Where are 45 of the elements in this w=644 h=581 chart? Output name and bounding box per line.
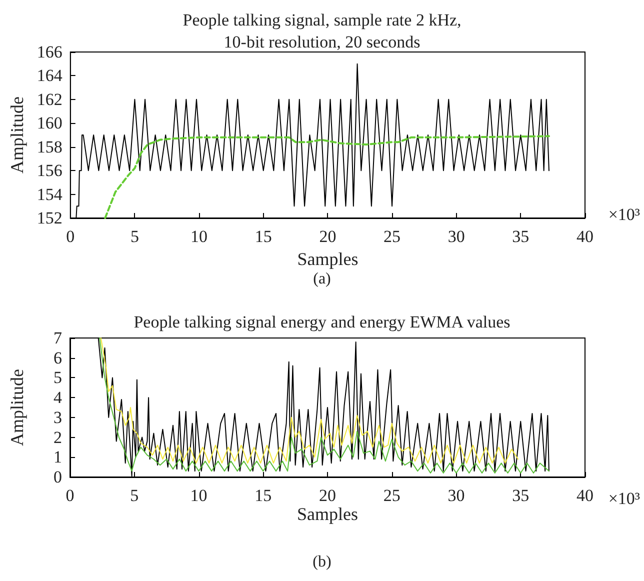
x-axis-title: Samples [297,248,358,269]
x-tick-label: 35 [512,227,530,246]
y-tick-label: 4 [54,388,62,408]
x-tick-label: 30 [448,227,465,246]
x-tick-label: 30 [448,486,465,505]
x-tick-label: 40 [576,227,594,246]
x-axis-title: Samples [297,504,358,524]
x-tick-label: 5 [130,486,139,505]
y-tick-label: 152 [36,208,62,228]
chart-title: People talking signal energy and energy EWMA values [134,312,510,332]
y-tick-label: 2 [54,428,62,447]
x-tick-label: 10 [190,486,208,505]
x-tick-label: 15 [254,227,272,246]
y-tick-label: 166 [36,42,62,62]
y-tick-label: 154 [36,184,63,204]
text: ×10³ [608,205,640,224]
y-tick-label: 5 [54,368,62,388]
y-tick-label: 7 [54,328,62,348]
x-tick-label: 0 [66,486,74,505]
x-tick-label: 0 [66,227,75,246]
line-series [104,135,550,219]
y-tick-label: 6 [54,348,62,368]
chart-title: People talking signal, sample rate 2 kHz, 10-bit resolution, 20 seconds [182,10,462,52]
y-axis-title: Amplitude [7,96,27,174]
y-tick-label: 164 [36,66,63,86]
x-tick-label: 25 [384,227,401,246]
x-tick-label: 15 [254,486,272,505]
y-tick-label: 158 [36,137,62,156]
x-tick-label: 25 [383,486,400,505]
x-tick-label: 10 [190,227,208,246]
text: (a) [313,270,331,288]
y-tick-label: 3 [54,408,62,427]
y-tick-label: 162 [36,90,62,109]
x-tick-label: 20 [319,486,336,505]
text: ×10³ [608,489,640,508]
y-tick-label: 1 [54,448,62,467]
y-tick-label: 160 [36,114,62,133]
x-tick-label: 5 [130,227,139,246]
y-tick-label: 156 [36,161,62,180]
text: (b) [312,554,332,570]
y-axis-title: Amplitude [7,368,27,446]
y-tick-label: 0 [54,468,62,486]
x-tick-label: 20 [319,227,336,246]
x-tick-label: 40 [576,486,594,505]
x-tick-label: 35 [512,486,530,505]
